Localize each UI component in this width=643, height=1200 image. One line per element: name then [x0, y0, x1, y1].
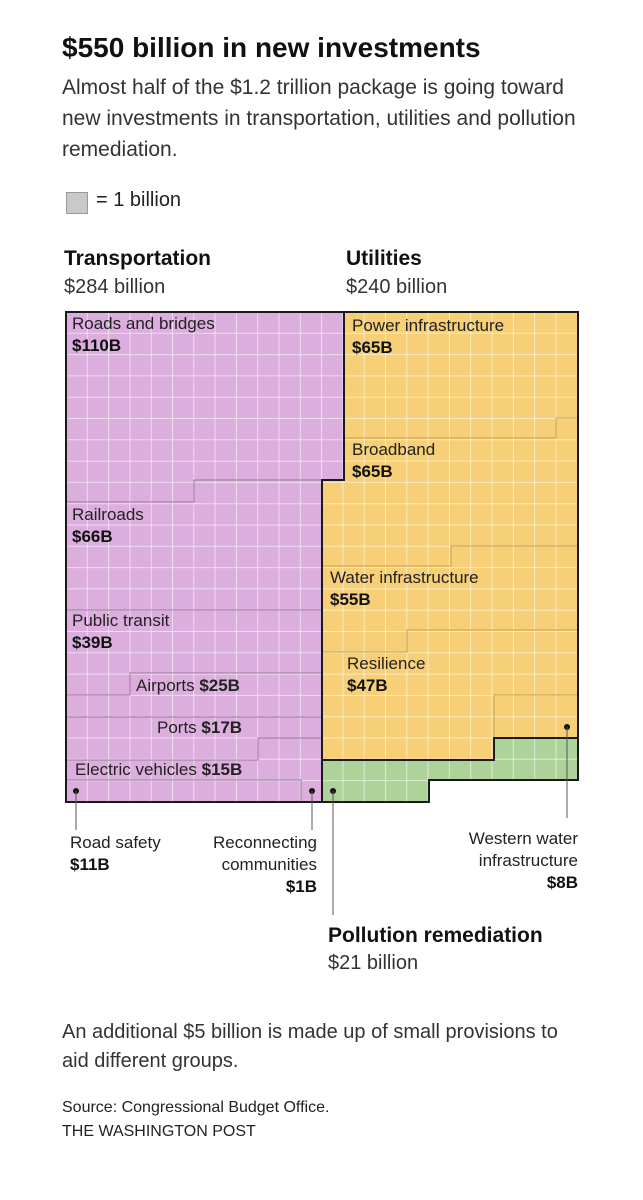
publisher-brand: THE WASHINGTON POST — [62, 1123, 256, 1140]
label-public-transit: Public transit — [72, 611, 170, 630]
value-roads-bridges: $110B — [72, 336, 122, 355]
label-power-infrastructure: Power infrastructure — [352, 316, 505, 335]
callout-road-safety-value: $11B — [70, 855, 110, 874]
utilities-total: $240 billion — [346, 276, 448, 298]
callout-reconnecting: Reconnecting communities $1B — [196, 832, 317, 898]
legend-swatch — [66, 192, 88, 214]
divider-water-resilience — [322, 629, 578, 653]
value-airports: $25B — [199, 676, 240, 695]
label-electric-vehicles: Electric vehicles $15B — [75, 760, 242, 780]
label-ev-name: Electric vehicles — [75, 760, 197, 779]
value-resilience: $47B — [347, 676, 388, 695]
transportation-total: $284 billion — [64, 276, 166, 298]
value-power-infrastructure: $65B — [352, 338, 393, 357]
value-railroads: $66B — [72, 527, 113, 546]
transportation-heading: Transportation — [64, 247, 212, 270]
divider-ports-ev — [66, 737, 322, 761]
utilities-dividers — [322, 417, 578, 738]
label-airports: Airports $25B — [136, 676, 240, 696]
callout-western-water: Western water infrastructure $8B — [440, 828, 578, 894]
divider-power-broadband — [344, 417, 578, 439]
divider-resilience-western — [493, 694, 578, 738]
transportation-region — [66, 312, 344, 802]
divider-broadband-water — [322, 545, 578, 567]
pollution-total: $21 billion — [328, 952, 419, 974]
label-resilience: Resilience — [347, 654, 426, 673]
label-ports-name: Ports — [157, 718, 197, 737]
subcategory-dividers — [66, 479, 322, 802]
legend-text: = 1 billion — [96, 189, 182, 211]
callout-road-safety: Road safety $11B — [70, 832, 161, 876]
pollution-heading: Pollution remediation — [328, 924, 543, 947]
chart-subtitle: Almost half of the $1.2 trillion package… — [62, 76, 576, 161]
value-public-transit: $39B — [72, 633, 113, 652]
callout-reconnecting-value: $1B — [285, 877, 317, 896]
label-water-infrastructure: Water infrastructure — [330, 568, 479, 587]
investment-grid-chart — [65, 311, 579, 915]
value-electric-vehicles: $15B — [201, 760, 243, 779]
callout-western-value: $8B — [546, 873, 578, 892]
callout-reconnecting-line2: communities — [221, 855, 317, 874]
value-ports: $17B — [201, 718, 243, 737]
callout-reconnecting-line1: Reconnecting — [213, 833, 317, 852]
source-line: Source: Congressional Budget Office. — [62, 1099, 330, 1116]
label-ports: Ports $17B — [157, 718, 242, 738]
value-water-infrastructure: $55B — [330, 590, 371, 609]
callout-western-line2: infrastructure — [478, 851, 578, 870]
footer-note: An additional $5 billion is made up of s… — [62, 1021, 558, 1072]
grid-mask — [322, 780, 578, 802]
divider-ev-roadsafety — [66, 779, 302, 802]
chart-title: $550 billion in new investments — [62, 32, 481, 63]
divider-roads-railroads — [66, 479, 322, 503]
label-roads-bridges: Roads and bridges — [72, 314, 215, 333]
value-broadband: $65B — [352, 462, 393, 481]
callout-road-safety-name: Road safety — [70, 833, 161, 852]
utilities-heading: Utilities — [346, 247, 422, 270]
label-airports-name: Airports — [136, 676, 195, 695]
label-railroads: Railroads — [72, 505, 144, 524]
divider-transit-airports — [66, 672, 322, 696]
label-broadband: Broadband — [352, 440, 436, 459]
pollution-border — [321, 737, 579, 803]
callout-western-line1: Western water — [468, 829, 578, 848]
